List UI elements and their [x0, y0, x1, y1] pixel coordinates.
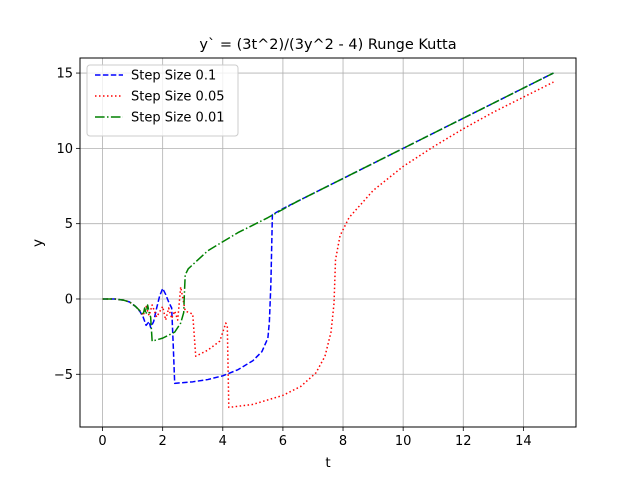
x-tick-label: 4: [219, 434, 227, 449]
series-line: [102, 72, 554, 342]
axis-ticks: 0 2 4 6 8 10 12 14 −5 0 5 10 15: [54, 67, 532, 449]
y-tick-label: 0: [65, 292, 73, 307]
legend-label: Step Size 0.05: [131, 90, 225, 105]
legend-label: Step Size 0.01: [131, 111, 225, 126]
plot-frame: [79, 57, 577, 428]
x-axis-label: t: [325, 455, 330, 471]
x-tick-label: 6: [279, 434, 287, 449]
legend-frame: [86, 64, 239, 137]
x-tick-label: 2: [159, 434, 167, 449]
legend-label: Step Size 0.1: [131, 69, 216, 84]
y-tick-label: 10: [56, 142, 73, 157]
legend: Step Size 0.1 Step Size 0.05 Step Size 0.0…: [86, 64, 239, 137]
series-line: [102, 81, 554, 409]
y-axis-label: y: [30, 239, 46, 247]
y-tick-label: −5: [54, 368, 73, 383]
x-tick-label: 10: [395, 434, 412, 449]
y-tick-label: 15: [56, 67, 73, 82]
x-tick-label: 8: [339, 434, 347, 449]
chart-title: y` = (3t^2)/(3y^2 - 4) Runge Kutta: [199, 37, 456, 53]
y-tick-label: 5: [65, 217, 73, 232]
x-tick-label: 14: [515, 434, 532, 449]
plot-lines: [102, 72, 554, 409]
x-tick-label: 0: [98, 434, 106, 449]
x-tick-label: 12: [455, 434, 472, 449]
